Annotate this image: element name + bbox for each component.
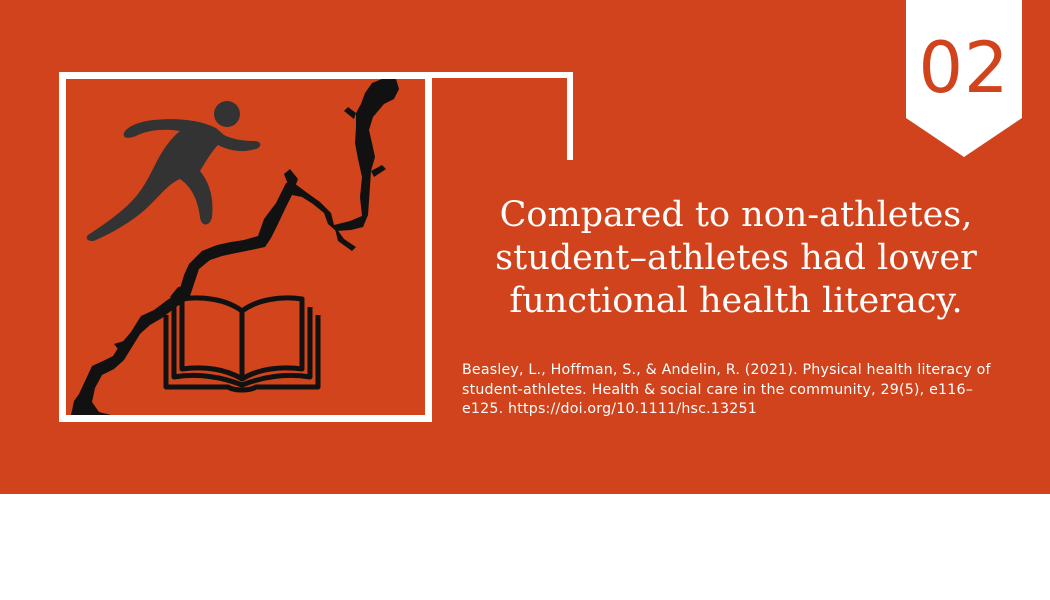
runner-icon <box>86 101 261 242</box>
crack-icon <box>71 79 399 415</box>
illustration-box <box>59 72 432 422</box>
slide-number-badge: 02 <box>906 0 1022 157</box>
slide: 02 Compared to non-athletes, student–ath… <box>0 0 1050 494</box>
decorative-frame <box>429 72 573 160</box>
open-book-icon <box>163 295 321 393</box>
slide-number: 02 <box>918 27 1010 109</box>
citation: Beasley, L., Hoffman, S., & Andelin, R. … <box>462 362 991 417</box>
badge-shape <box>906 0 1022 157</box>
headline: Compared to non-athletes, student–athlet… <box>495 195 977 321</box>
blank-area <box>0 494 1050 600</box>
illustration <box>71 79 399 415</box>
